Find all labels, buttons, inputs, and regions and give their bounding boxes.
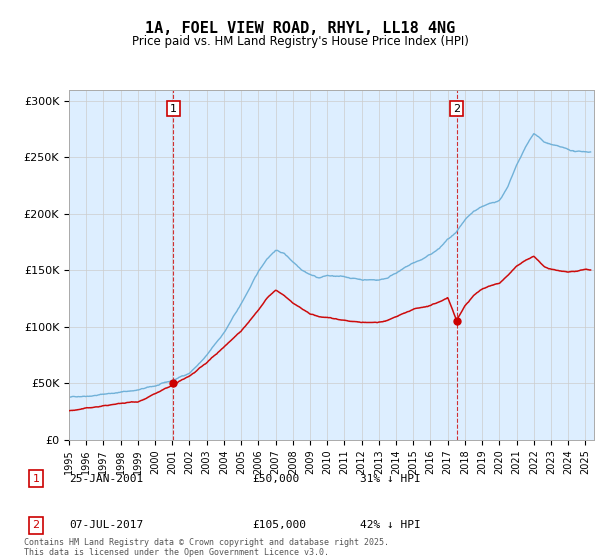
Text: 1: 1 [170,104,177,114]
Text: 42% ↓ HPI: 42% ↓ HPI [360,520,421,530]
Text: 31% ↓ HPI: 31% ↓ HPI [360,474,421,484]
Text: 2: 2 [453,104,460,114]
Text: 07-JUL-2017: 07-JUL-2017 [69,520,143,530]
Text: Price paid vs. HM Land Registry's House Price Index (HPI): Price paid vs. HM Land Registry's House … [131,35,469,48]
Text: 2: 2 [32,520,40,530]
Text: Contains HM Land Registry data © Crown copyright and database right 2025.
This d: Contains HM Land Registry data © Crown c… [24,538,389,557]
Text: £50,000: £50,000 [252,474,299,484]
Text: £105,000: £105,000 [252,520,306,530]
Text: 1A, FOEL VIEW ROAD, RHYL, LL18 4NG: 1A, FOEL VIEW ROAD, RHYL, LL18 4NG [145,21,455,36]
Text: 25-JAN-2001: 25-JAN-2001 [69,474,143,484]
Text: 1: 1 [32,474,40,484]
